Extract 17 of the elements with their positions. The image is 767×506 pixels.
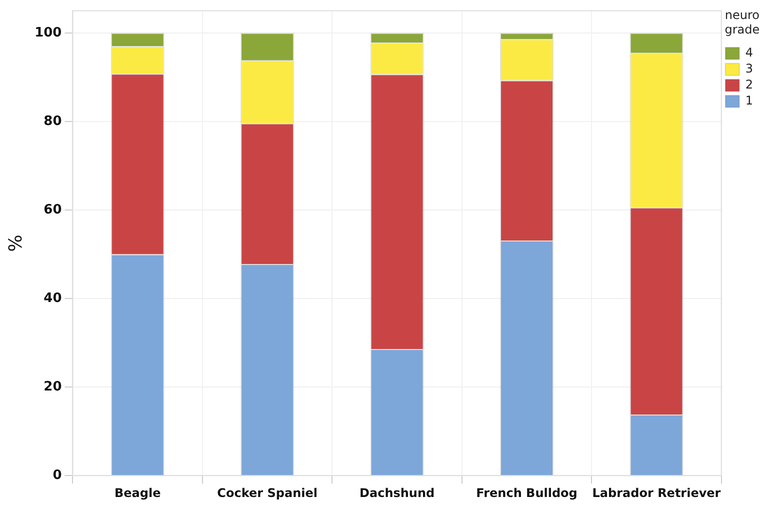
x-tick-label: Dachshund: [360, 486, 435, 500]
y-tick-label: 20: [44, 379, 62, 394]
legend-label: 1: [745, 94, 754, 108]
legend-title: neuro grade: [724, 8, 760, 37]
x-tick-label: French Bulldog: [476, 486, 578, 500]
x-tick-label: Beagle: [114, 486, 161, 500]
y-tick-label: 0: [52, 468, 62, 483]
y-tick-label: 40: [44, 290, 62, 306]
x-tick-label: Cocker Spaniel: [217, 486, 318, 500]
legend-label: 4: [745, 46, 754, 60]
legend-label: 2: [745, 78, 754, 92]
y-tick-label: 80: [44, 114, 62, 129]
y-tick-label: 100: [34, 25, 62, 40]
x-tick-label: Labrador Retriever: [592, 486, 721, 500]
legend-label: 3: [745, 62, 754, 76]
y-axis-title: %: [5, 234, 26, 252]
y-tick-label: 60: [44, 202, 62, 218]
